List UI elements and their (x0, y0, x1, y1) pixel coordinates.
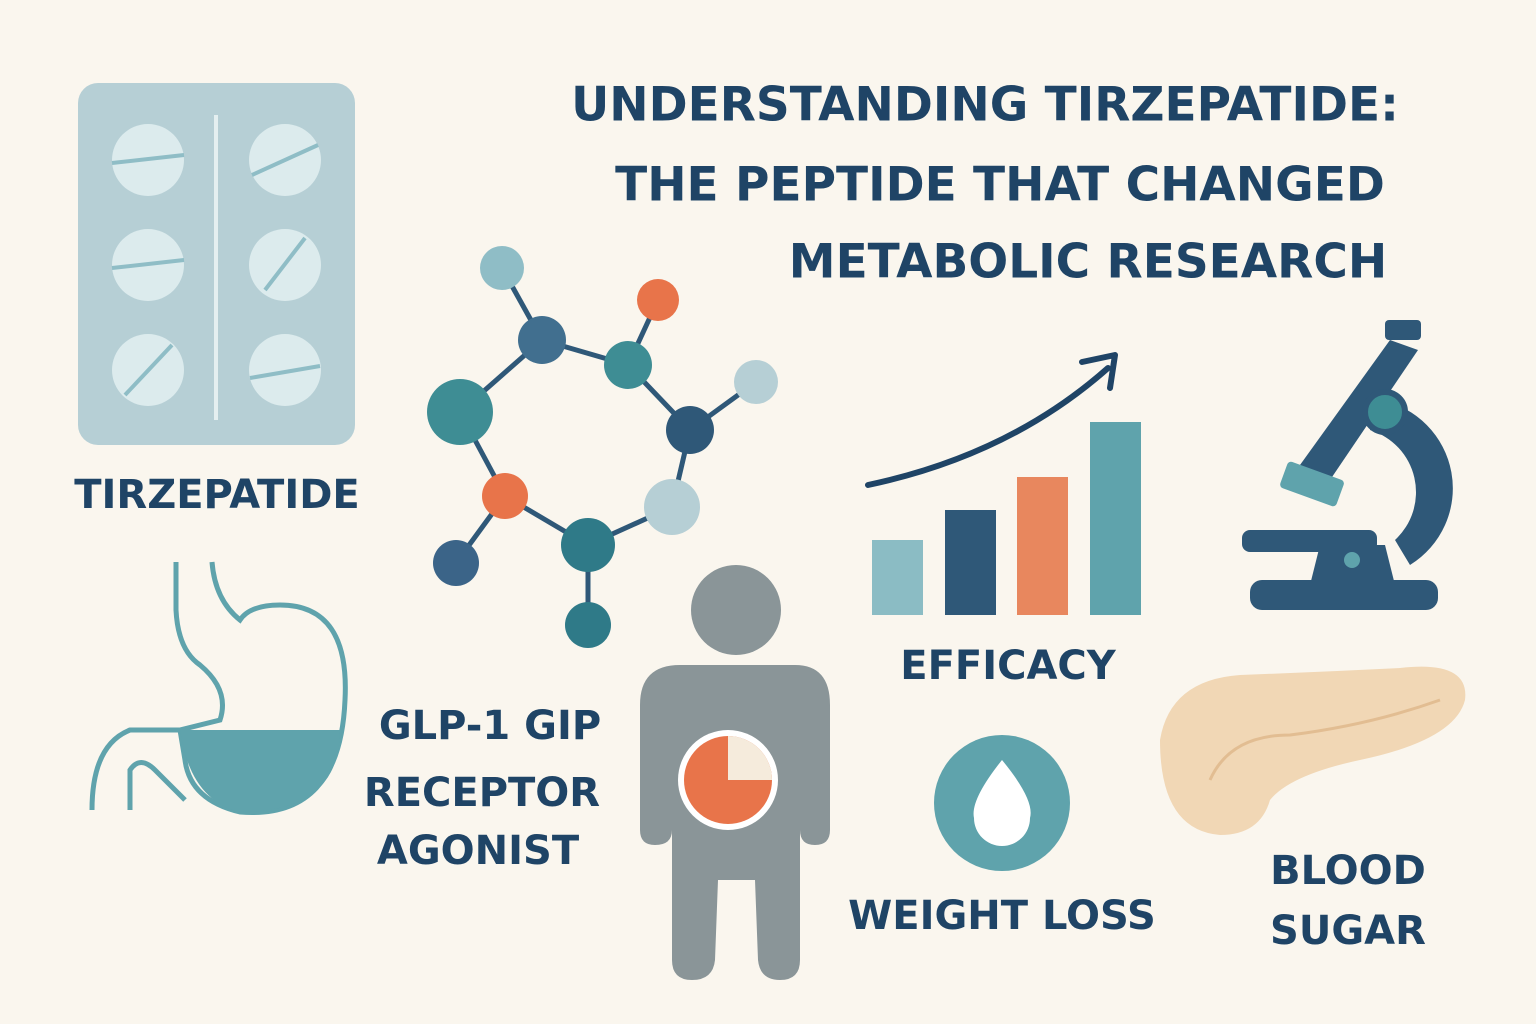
title-line: METABOLIC RESEARCH (789, 235, 1387, 290)
circle-shape (1362, 389, 1408, 435)
line-shape (249, 364, 321, 380)
path-shape (180, 730, 340, 812)
microscope (1242, 320, 1453, 610)
mechanism-label: GLP-1 GIP (379, 703, 601, 749)
rect-shape (872, 540, 923, 615)
rect-shape (1250, 580, 1438, 610)
circle-shape (637, 279, 679, 321)
efficacy-icon (865, 352, 1141, 615)
circle-shape (482, 473, 528, 519)
rect-shape (1385, 320, 1421, 340)
path-shape (865, 365, 1111, 488)
circle-shape (644, 479, 700, 535)
path-shape (89, 727, 185, 811)
path-shape (1079, 352, 1118, 391)
path-shape (1208, 698, 1441, 781)
circle-shape (480, 246, 524, 290)
circle-shape (427, 379, 493, 445)
weight-loss-label: WEIGHT LOSS (848, 893, 1156, 939)
blister-pack (78, 83, 355, 445)
line-shape (263, 236, 307, 292)
path-shape (1370, 400, 1453, 565)
rect-shape (1090, 422, 1141, 615)
weight-loss-icon (934, 735, 1070, 871)
line-shape (111, 153, 185, 165)
path-shape (1160, 666, 1466, 835)
rect-shape (945, 510, 996, 615)
title-line: UNDERSTANDING TIRZEPATIDE: (571, 78, 1399, 133)
circle-shape (666, 406, 714, 454)
line-shape (111, 258, 185, 270)
circle-shape (604, 341, 652, 389)
circle-shape (518, 316, 566, 364)
title-line: THE PEPTIDE THAT CHANGED (615, 158, 1385, 213)
circle-shape (734, 360, 778, 404)
circle-shape (1344, 552, 1360, 568)
path-shape (728, 736, 772, 780)
person (640, 565, 830, 980)
rect-shape (1280, 461, 1344, 507)
path-shape (127, 760, 187, 810)
path-shape (973, 760, 1031, 846)
pancreas (1160, 666, 1466, 835)
blood-sugar-label: SUGAR (1270, 908, 1426, 954)
stomach (89, 561, 348, 815)
circle-shape (561, 518, 615, 572)
mechanism-label: AGONIST (377, 828, 580, 874)
circle-shape (433, 540, 479, 586)
circle-shape (691, 565, 781, 655)
molecule (427, 246, 778, 648)
rect-shape (1017, 477, 1068, 615)
drug-label: TIRZEPATIDE (74, 472, 360, 518)
line-shape (251, 143, 319, 177)
line-shape (123, 343, 174, 397)
efficacy-label: EFFICACY (900, 643, 1117, 689)
circle-shape (565, 602, 611, 648)
path-shape (1300, 340, 1418, 480)
blood-sugar-label: BLOOD (1270, 848, 1426, 894)
mechanism-label: RECEPTOR (364, 770, 600, 816)
